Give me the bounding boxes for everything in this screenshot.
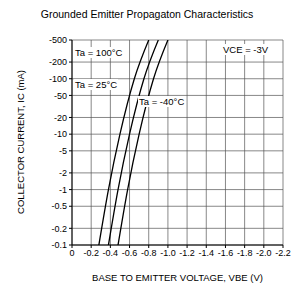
svg-text:-5: -5 [59,146,67,156]
svg-text:-100: -100 [49,74,67,84]
svg-text:-200: -200 [49,57,67,67]
svg-text:-10: -10 [54,129,67,139]
svg-text:-50: -50 [54,91,67,101]
svg-text:-1.2: -1.2 [179,248,195,258]
svg-text:-500: -500 [49,35,67,45]
svg-text:-1: -1 [59,185,67,195]
svg-text:0: 0 [69,248,74,258]
svg-text:-0.5: -0.5 [51,201,67,211]
svg-text:-2.0: -2.0 [256,248,272,258]
svg-text:-0.2: -0.2 [83,248,99,258]
svg-text:-2: -2 [59,168,67,178]
html-text:VCE = -3V: VCE = -3V [223,44,269,55]
html-text:Grounded Emitter Propagaton Ch: Grounded Emitter Propagaton Characterist… [40,8,254,20]
html-text:Ta = 100°C: Ta = 100°C [75,47,123,58]
html-text:Ta = 25°C: Ta = 25°C [75,79,118,90]
svg-text:-1.6: -1.6 [218,248,234,258]
svg-text:-20: -20 [54,113,67,123]
html-text:Ta = -40°C: Ta = -40°C [139,96,185,107]
svg-text:-0.6: -0.6 [122,248,138,258]
svg-text:-2.2: -2.2 [275,248,286,258]
svg-text:-0.1: -0.1 [51,240,67,250]
html-text:BASE TO EMITTER VOLTAGE, VBE (: BASE TO EMITTER VOLTAGE, VBE (V) [92,272,263,283]
svg-text:-1.8: -1.8 [237,248,253,258]
svg-text:-0.2: -0.2 [51,224,67,234]
svg-text:-0.4: -0.4 [103,248,119,258]
svg-text:-1.0: -1.0 [160,248,176,258]
svg-text:-1.4: -1.4 [199,248,215,258]
html-text:COLLECTOR CURRENT, IC (mA): COLLECTOR CURRENT, IC (mA) [14,70,26,214]
svg-text:-0.8: -0.8 [141,248,157,258]
